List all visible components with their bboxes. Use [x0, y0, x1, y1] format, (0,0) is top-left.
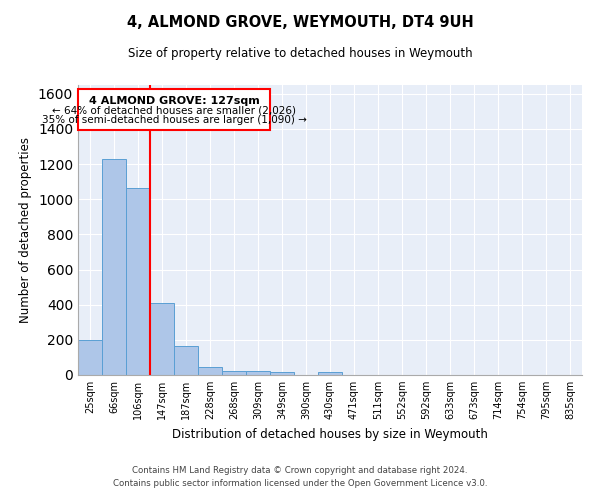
- Bar: [102, 159, 126, 375]
- Y-axis label: Number of detached properties: Number of detached properties: [19, 137, 32, 323]
- Text: 4 ALMOND GROVE: 127sqm: 4 ALMOND GROVE: 127sqm: [89, 96, 260, 106]
- Bar: [222, 370, 246, 375]
- Bar: [270, 372, 294, 375]
- Bar: [78, 340, 102, 375]
- Bar: [198, 367, 222, 375]
- Bar: [150, 303, 174, 375]
- Text: 35% of semi-detached houses are larger (1,090) →: 35% of semi-detached houses are larger (…: [42, 115, 307, 125]
- X-axis label: Distribution of detached houses by size in Weymouth: Distribution of detached houses by size …: [172, 428, 488, 440]
- Bar: [126, 188, 150, 375]
- Bar: [174, 346, 198, 375]
- Bar: [79, 90, 271, 130]
- Text: ← 64% of detached houses are smaller (2,026): ← 64% of detached houses are smaller (2,…: [52, 105, 296, 115]
- Bar: [318, 372, 342, 375]
- Text: 4, ALMOND GROVE, WEYMOUTH, DT4 9UH: 4, ALMOND GROVE, WEYMOUTH, DT4 9UH: [127, 15, 473, 30]
- Text: Contains HM Land Registry data © Crown copyright and database right 2024.
Contai: Contains HM Land Registry data © Crown c…: [113, 466, 487, 487]
- Text: Size of property relative to detached houses in Weymouth: Size of property relative to detached ho…: [128, 48, 472, 60]
- Bar: [246, 372, 270, 375]
